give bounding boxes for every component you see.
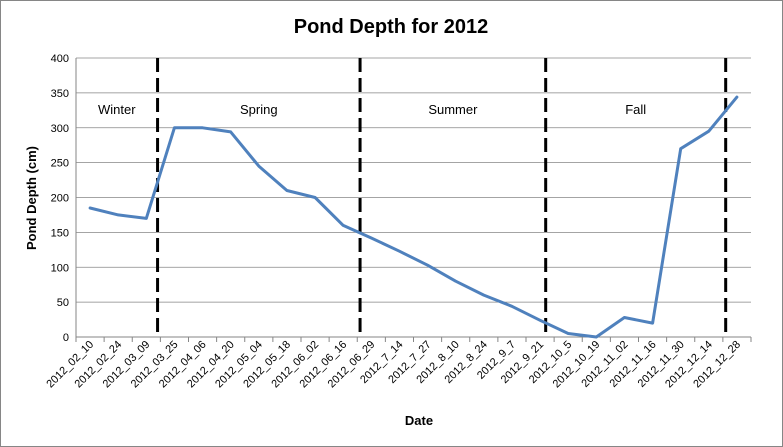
season-labels: Winter Spring Summer Fall — [98, 102, 646, 117]
y-tick-label: 50 — [57, 297, 69, 309]
y-tick-label: 100 — [51, 262, 69, 274]
axes — [75, 58, 752, 342]
y-tick-label: 350 — [51, 88, 69, 100]
y-tick-label: 150 — [51, 227, 69, 239]
data-point — [370, 236, 373, 240]
data-point — [566, 332, 570, 335]
y-tick-labels: 0 50 100 150 200 250 300 350 400 — [51, 53, 69, 344]
series-layer — [88, 95, 739, 339]
season-dividers — [156, 58, 728, 337]
data-point — [229, 130, 232, 134]
y-tick-label: 250 — [51, 158, 69, 170]
data-point — [538, 319, 542, 322]
data-point — [735, 95, 739, 99]
data-point — [201, 126, 204, 129]
season-label: Winter — [98, 102, 136, 117]
y-tick-label: 200 — [51, 193, 69, 205]
season-label: Summer — [428, 102, 478, 117]
data-point — [454, 280, 457, 283]
data-point — [173, 126, 176, 129]
x-tick-labels: 2012_02_102012_02_242012_03_092012_03_25… — [44, 339, 743, 391]
data-point — [623, 316, 626, 319]
y-tick-label: 0 — [63, 332, 69, 344]
chart-title: Pond Depth for 2012 — [294, 16, 488, 38]
data-point — [313, 196, 317, 199]
data-point — [341, 224, 345, 227]
series-line — [88, 95, 739, 339]
data-point — [257, 164, 261, 168]
data-point — [285, 189, 289, 192]
season-label: Spring — [240, 102, 278, 117]
data-point — [595, 335, 598, 339]
season-label: Fall — [625, 102, 646, 117]
x-axis-title: Date — [405, 413, 433, 428]
gridlines — [76, 57, 751, 303]
y-tick-label: 300 — [51, 123, 69, 135]
data-point — [88, 206, 92, 210]
data-point — [426, 263, 429, 267]
data-point — [679, 147, 682, 150]
data-point — [707, 130, 711, 133]
data-point — [482, 293, 486, 297]
data-point — [145, 217, 148, 220]
data-point — [116, 213, 120, 217]
y-axis-title: Pond Depth (cm) — [24, 146, 39, 250]
y-tick-label: 400 — [51, 53, 69, 65]
data-point — [651, 321, 654, 325]
data-point — [398, 250, 401, 253]
data-point — [510, 305, 514, 308]
